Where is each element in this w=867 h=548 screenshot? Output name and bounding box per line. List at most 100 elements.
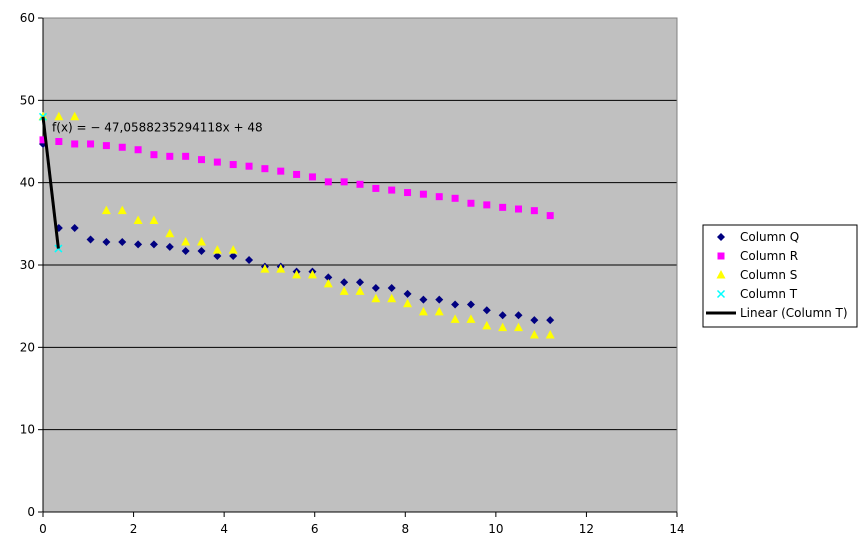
column-r-point xyxy=(356,180,364,188)
column-q-point xyxy=(530,316,539,325)
column-q-point xyxy=(514,311,523,320)
column-s-point xyxy=(387,293,397,303)
column-q-point xyxy=(229,251,238,260)
column-q-point xyxy=(324,273,333,282)
x-tick-label: 2 xyxy=(130,522,138,536)
legend-item-column-r: Column R xyxy=(717,249,798,263)
x-tick-label: 10 xyxy=(488,522,503,536)
column-r-point xyxy=(324,178,332,186)
legend-swatch xyxy=(717,252,725,260)
column-s-point xyxy=(149,215,159,225)
column-s-point xyxy=(498,322,508,332)
column-q-point xyxy=(86,235,95,244)
data-marks xyxy=(38,111,555,339)
column-r-point xyxy=(404,189,412,197)
column-r-point xyxy=(213,158,221,166)
column-s-point xyxy=(450,314,460,323)
column-q-point xyxy=(245,256,254,265)
axes xyxy=(38,17,678,517)
column-q-point xyxy=(387,284,396,293)
column-s-point xyxy=(323,278,333,288)
x-tick-label: 12 xyxy=(579,522,594,536)
legend-label: Linear (Column T) xyxy=(740,306,848,320)
legend-label: Column R xyxy=(740,249,798,263)
y-tick-label: 20 xyxy=(20,340,35,354)
y-tick-label: 40 xyxy=(20,176,35,190)
trendline-linear-column-t xyxy=(41,116,60,249)
legend-label: Column S xyxy=(740,268,797,282)
column-s-point xyxy=(545,329,555,339)
column-r-point xyxy=(340,178,348,186)
column-q-point xyxy=(451,300,460,309)
column-q-point xyxy=(482,306,491,315)
x-tick-label: 14 xyxy=(669,522,684,536)
column-r-point xyxy=(134,146,142,154)
series-column-r xyxy=(39,136,554,220)
column-s-point xyxy=(371,293,381,303)
column-s-point xyxy=(339,286,349,295)
column-s-point xyxy=(403,298,413,308)
column-r-point xyxy=(55,138,63,145)
column-r-point xyxy=(388,186,396,194)
column-q-point xyxy=(403,289,412,298)
column-s-point xyxy=(514,322,523,332)
column-r-point xyxy=(451,194,459,202)
column-s-point xyxy=(276,264,286,273)
column-r-point xyxy=(467,199,475,207)
column-r-point xyxy=(71,140,79,148)
x-stroke xyxy=(716,289,726,299)
legend-swatch xyxy=(716,289,726,299)
column-r-point xyxy=(198,156,205,164)
column-q-point xyxy=(435,295,444,304)
x-tick-label: 6 xyxy=(311,522,319,536)
column-s-point xyxy=(197,236,206,246)
column-r-point xyxy=(546,212,554,220)
legend-label: Column Q xyxy=(740,230,799,244)
column-q-point xyxy=(356,278,364,287)
x-tick-label: 8 xyxy=(401,522,409,536)
legend-label: Column T xyxy=(740,287,798,301)
column-q-point xyxy=(213,251,222,260)
column-q-point xyxy=(165,242,174,251)
column-q-point xyxy=(197,247,206,256)
column-s-point xyxy=(117,205,127,215)
column-s-point xyxy=(228,245,238,254)
column-q-point xyxy=(134,240,143,249)
column-q-point xyxy=(340,278,349,287)
column-r-point xyxy=(499,203,507,211)
annotations: f(x) = − 47,0588235294118x + 48 xyxy=(52,121,263,135)
column-r-point xyxy=(229,161,237,169)
column-r-point xyxy=(150,151,158,159)
column-q-point xyxy=(546,316,555,325)
column-s-point xyxy=(54,111,64,121)
legend-item-column-q: Column Q xyxy=(717,230,799,244)
legend: Column Q Column R Column S Column T Linear (… xyxy=(702,224,858,328)
y-tick-label: 50 xyxy=(20,93,35,107)
column-r-point xyxy=(530,207,538,215)
column-r-point xyxy=(277,167,285,175)
x-tick-label: 0 xyxy=(39,522,47,536)
column-s-point xyxy=(434,306,444,316)
column-r-point xyxy=(308,173,316,181)
tick-labels: 0 10 20 30 40 50 60 0 2 4 6 8 10 12 14 xyxy=(20,11,685,536)
column-s-point xyxy=(70,111,80,121)
column-r-point xyxy=(87,140,95,148)
legend-item-column-s: Column S xyxy=(716,268,797,282)
column-r-point xyxy=(372,184,380,192)
column-s-point xyxy=(181,236,191,246)
column-s-point xyxy=(418,306,428,316)
column-r-point xyxy=(182,152,190,160)
column-q-point xyxy=(181,247,190,256)
column-r-point xyxy=(166,152,174,160)
column-r-point xyxy=(293,170,301,178)
column-s-point xyxy=(260,264,270,273)
y-tick-label: 10 xyxy=(20,423,35,437)
y-tick-label: 30 xyxy=(20,258,35,272)
column-s-point xyxy=(101,205,111,215)
column-s-point xyxy=(133,215,143,225)
column-q-point xyxy=(419,295,428,304)
column-q-point xyxy=(371,284,380,293)
legend-item-column-t: Column T xyxy=(716,287,798,301)
series-column-s xyxy=(38,111,555,339)
